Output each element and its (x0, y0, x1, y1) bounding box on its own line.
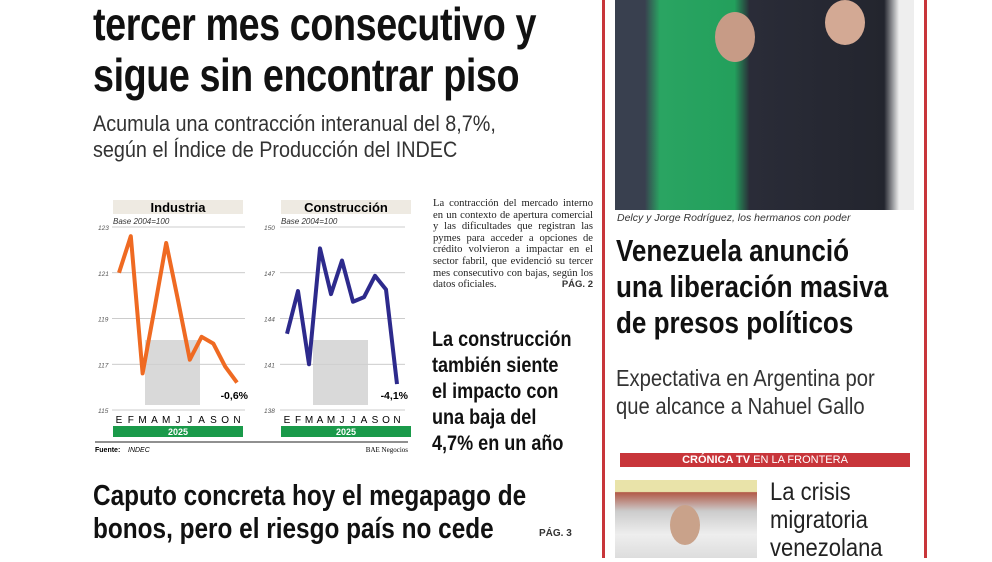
y-tick-label: 150 (264, 225, 275, 232)
source-label: Fuente: (95, 447, 120, 454)
chart-annotation: -0,6% (221, 390, 249, 402)
headline-line: La construcción (432, 327, 571, 353)
y-tick-label: 119 (98, 317, 109, 324)
y-tick-label: 147 (264, 271, 275, 278)
year-label: 2025 (168, 427, 188, 437)
teaser-line: La crisis (770, 478, 851, 506)
headline-line: de presos políticos (616, 305, 853, 341)
x-tick-label: J (176, 415, 181, 426)
photo-rodriguez (615, 0, 914, 210)
y-tick-label: 141 (264, 362, 275, 369)
subtitle-line: que alcance a Nahuel Gallo (616, 392, 865, 420)
subtitle-line: Expectativa en Argentina por (616, 364, 875, 392)
banner-text: EN LA FRONTERA (753, 454, 848, 466)
x-tick-label: M (162, 415, 170, 426)
main-subtitle: Acumula una contracción interanual del 8… (93, 111, 541, 163)
x-tick-label: M (327, 415, 335, 426)
chart-title: Industria (151, 200, 207, 215)
face (715, 12, 755, 62)
main-body: La contracción del mercado interno en un… (433, 198, 593, 291)
face (825, 0, 865, 45)
x-tick-label: M (305, 415, 313, 426)
venezuela-headline[interactable]: Venezuela anunció una liberación masiva … (616, 233, 940, 341)
headline-line: tercer mes consecutivo y (93, 1, 536, 47)
secondary-headline: La construcción también siente el impact… (432, 327, 594, 457)
x-tick-label: J (187, 415, 192, 426)
crisis-teaser[interactable]: La crisis migratoria venezolana (770, 478, 898, 562)
x-tick-label: J (340, 415, 345, 426)
x-tick-label: A (361, 415, 368, 426)
credit: BAE Negocios (366, 446, 408, 454)
x-tick-label: E (116, 415, 123, 426)
x-tick-label: M (138, 415, 146, 426)
body-text: La contracción del mercado interno en un… (433, 198, 593, 290)
y-tick-label: 144 (264, 317, 275, 324)
headline-line: Venezuela anunció (616, 233, 849, 269)
source: INDEC (128, 447, 151, 454)
photo-caption: Delcy y Jorge Rodríguez, los hermanos co… (617, 212, 850, 224)
industry-icon (313, 340, 368, 405)
subtitle-line: según el Índice de Producción del INDEC (93, 137, 457, 163)
x-tick-label: S (372, 415, 379, 426)
y-tick-label: 117 (98, 362, 109, 369)
x-tick-label: O (382, 415, 390, 426)
x-tick-label: N (393, 415, 400, 426)
chart-annotation: -4,1% (381, 390, 409, 402)
banner-bold: CRÓNICA TV (682, 454, 750, 466)
x-tick-label: F (128, 415, 134, 426)
y-tick-label: 138 (264, 408, 275, 415)
page-ref: PÁG. 2 (562, 279, 593, 291)
main-headline: tercer mes consecutivo y sigue sin encon… (93, 1, 633, 98)
headline-line: también siente (432, 353, 558, 379)
teaser-line: migratoria (770, 506, 868, 534)
second-headline[interactable]: Caputo concreta hoy el megapago de bonos… (93, 480, 609, 546)
industry-icon (145, 340, 200, 405)
year-label: 2025 (336, 427, 356, 437)
y-tick-label: 123 (98, 225, 109, 232)
x-tick-label: E (284, 415, 291, 426)
venezuela-subtitle: Expectativa en Argentina por que alcance… (616, 364, 910, 420)
headline-line: una baja del (432, 405, 536, 431)
x-tick-label: S (210, 415, 217, 426)
headline-line: sigue sin encontrar piso (93, 52, 519, 98)
y-tick-label: 115 (98, 408, 109, 415)
chart-title: Construcción (304, 200, 388, 215)
chart-subtitle: Base 2004=100 (113, 217, 170, 226)
headline-line: una liberación masiva (616, 269, 888, 305)
x-tick-label: J (351, 415, 356, 426)
x-tick-label: A (317, 415, 324, 426)
page-ref: PÁG. 3 (539, 528, 572, 539)
headline-line: el impacto con (432, 379, 558, 405)
x-tick-label: F (295, 415, 301, 426)
headline-line: 4,7% en un año (432, 431, 563, 457)
x-tick-label: O (221, 415, 229, 426)
chart-subtitle: Base 2004=100 (281, 217, 338, 226)
column-border (602, 0, 605, 558)
headline-line: bonos, pero el riesgo país no cede (93, 513, 494, 546)
x-tick-label: N (233, 415, 240, 426)
x-tick-label: A (198, 415, 205, 426)
photo-frontera (615, 480, 757, 558)
cronica-banner: CRÓNICA TV EN LA FRONTERA (620, 453, 910, 467)
headline-line: Caputo concreta hoy el megapago de (93, 480, 526, 513)
subtitle-line: Acumula una contracción interanual del 8… (93, 111, 496, 137)
x-tick-label: A (151, 415, 158, 426)
y-tick-label: 121 (98, 271, 109, 278)
face (670, 505, 700, 545)
